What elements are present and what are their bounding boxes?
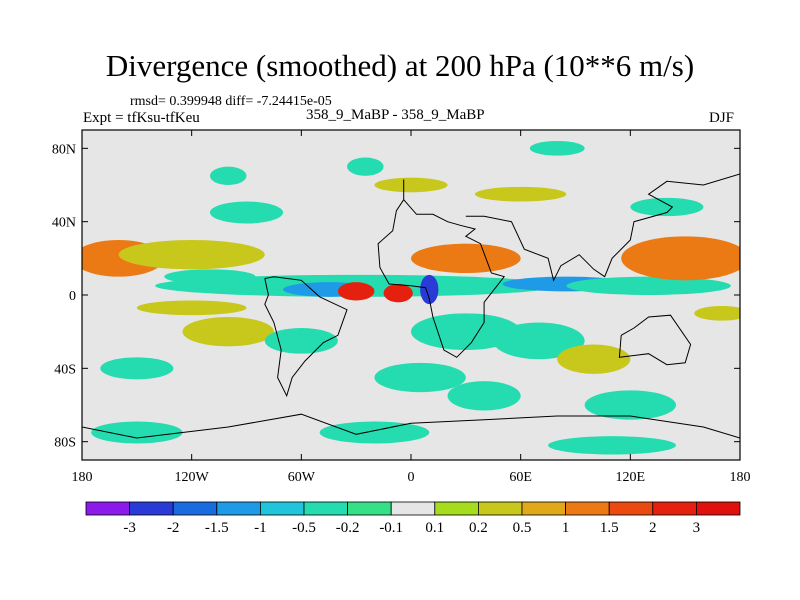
divergence-feature [694, 306, 740, 321]
colorbar-swatch [696, 501, 741, 516]
divergence-feature [474, 186, 567, 202]
experiment-label: Expt = tfKsu-tfKeu [83, 110, 200, 126]
colorbar-label: -3 [123, 520, 136, 536]
colorbar-swatch [303, 501, 348, 516]
x-tick-label: 60W [288, 470, 316, 485]
divergence-feature [566, 276, 731, 296]
colorbar-swatch [434, 501, 479, 516]
colorbar-label: -2 [167, 520, 180, 536]
rmsd-diff-label: rmsd= 0.399948 diff= -7.24415e-05 [130, 94, 332, 109]
field-layer [82, 141, 740, 455]
divergence-feature [164, 269, 256, 284]
colorbar-swatch [390, 501, 436, 516]
colorbar-swatch [477, 501, 523, 516]
colorbar-label: 1.5 [600, 520, 619, 536]
x-tick-label: 0 [408, 470, 415, 485]
divergence-feature [374, 362, 466, 393]
divergence-feature [91, 421, 183, 444]
divergence-feature [319, 421, 430, 444]
coastline [465, 173, 740, 282]
divergence-feature [337, 282, 375, 301]
coastline [264, 276, 348, 398]
colorbar-swatch [216, 501, 261, 516]
x-tick-label: 180 [72, 470, 93, 485]
colorbar-label: -0.5 [292, 520, 316, 536]
colorbar-label: 0.2 [469, 520, 488, 536]
colorbar-label: 0.1 [425, 520, 444, 536]
coastline [82, 413, 740, 439]
colorbar-label: -0.1 [379, 520, 403, 536]
season-label: DJF [709, 110, 735, 126]
divergence-feature [209, 166, 247, 185]
divergence-feature [209, 201, 284, 224]
colorbar-swatch [129, 501, 174, 516]
divergence-feature [557, 344, 631, 374]
colorbar-label: 0.5 [513, 520, 532, 536]
divergence-feature [264, 328, 338, 354]
divergence-feature [347, 157, 384, 176]
divergence-feature [411, 313, 521, 350]
colorbar-swatch [521, 501, 566, 516]
y-tick-label: 0 [69, 289, 76, 304]
divergence-feature [383, 284, 413, 303]
coastline-layer [82, 173, 740, 439]
divergence-feature [411, 243, 521, 273]
colorbar-label: 1 [562, 520, 570, 536]
colorbar-label: -1 [254, 520, 267, 536]
colorbar-label: -0.2 [336, 520, 360, 536]
divergence-feature [420, 274, 439, 305]
divergence-feature [621, 236, 740, 281]
x-tick-label: 180 [730, 470, 751, 485]
x-tick-label: 120W [175, 470, 210, 485]
y-tick-label: 40S [54, 362, 76, 377]
colorbar-swatch [608, 501, 654, 516]
coastline [618, 314, 692, 366]
y-tick-label: 80N [52, 142, 76, 157]
y-tick-label: 40N [52, 216, 76, 231]
divergence-feature [493, 322, 585, 360]
x-tick-label: 120E [616, 470, 646, 485]
colorbar-swatch [565, 501, 610, 516]
colorbar-swatch [652, 501, 697, 516]
chart-title: Divergence (smoothed) at 200 hPa (10**6 … [105, 48, 695, 83]
divergence-feature [136, 300, 247, 316]
divergence-feature [118, 240, 265, 270]
divergence-feature [548, 436, 677, 455]
colorbar-label: -1.5 [205, 520, 229, 536]
divergence-feature [529, 141, 585, 156]
divergence-feature [584, 390, 677, 420]
divergence-feature [100, 357, 174, 380]
y-tick-label: 80S [54, 436, 76, 451]
divergence-feature [630, 197, 704, 217]
case-label: 358_9_MaBP - 358_9_MaBP [306, 107, 485, 123]
coastline [377, 179, 506, 358]
colorbar-swatch [347, 501, 392, 516]
divergence-feature [374, 177, 448, 193]
colorbar-label: 2 [649, 520, 657, 536]
colorbar-label: 3 [693, 520, 701, 536]
colorbar-swatch [85, 501, 130, 516]
colorbar-swatch [259, 501, 305, 516]
divergence-feature [447, 381, 521, 411]
colorbar-swatch [172, 501, 218, 516]
divergence-feature [182, 317, 274, 347]
x-tick-label: 60E [509, 470, 532, 485]
